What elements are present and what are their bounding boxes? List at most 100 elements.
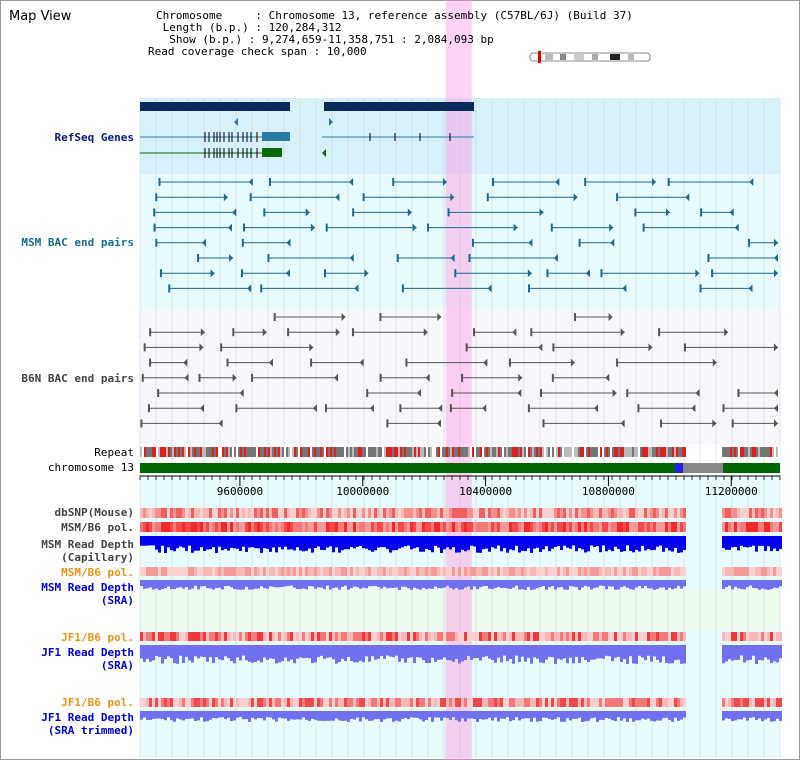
msm-pol-stripe: [299, 522, 302, 532]
msm-bac-end-arrow: [585, 269, 590, 278]
jf1-depth-bar: [170, 645, 173, 659]
msm-pol-stripe: [344, 522, 347, 532]
jf1-trim-depth-bar: [245, 711, 248, 720]
jf1-trim-depth-bar: [443, 711, 446, 718]
repeat-element: [496, 447, 498, 457]
repeat-element: [446, 447, 448, 457]
dbsnp-stripe: [479, 508, 482, 518]
msm-pol-stripe: [434, 522, 437, 532]
jf1-depth-bar: [347, 645, 350, 657]
msm-depth-sra-bar: [767, 580, 770, 590]
jf1-pol-trim-stripe: [773, 698, 776, 707]
dbsnp-stripe: [743, 508, 746, 518]
msm-depth-cap-bar: [503, 536, 506, 549]
msm-depth-sra-bar: [263, 580, 266, 589]
track-label-msm-depth-cap[interactable]: MSM Read Depth (Capillary): [41, 538, 134, 564]
dbsnp-stripe: [773, 508, 776, 518]
track-label-msm-pol[interactable]: MSM/B6 pol.: [61, 521, 134, 534]
jf1-pol-stripe: [608, 632, 611, 641]
jf1-pol-trim-stripe: [395, 698, 398, 707]
repeat-element: [164, 447, 166, 457]
b6n-bac-end-arrow: [437, 313, 442, 321]
track-label-jf1-depth[interactable]: JF1 Read Depth (SRA): [41, 646, 134, 672]
jf1-depth-bar: [251, 645, 254, 663]
msm-pol-sra-stripe: [740, 567, 743, 576]
msm-pol-stripe: [671, 522, 674, 532]
msm-pol-sra-stripe: [551, 567, 554, 576]
b6n-bac-end: [616, 358, 619, 367]
track-label-chromosome[interactable]: chromosome 13: [47, 461, 134, 474]
msm-pol-sra-stripe: [635, 567, 638, 576]
jf1-trim-depth-bar: [575, 711, 578, 719]
repeat-element: [544, 447, 546, 457]
strand-arrow: [234, 118, 238, 126]
msm-depth-cap-bar: [725, 536, 728, 550]
track-label-msm-pol-sra[interactable]: MSM/B6 pol.: [61, 566, 134, 579]
msm-pol-sra-stripe: [665, 567, 668, 576]
msm-bac-end-arrow: [729, 208, 734, 217]
track-label-dbsnp[interactable]: dbSNP(Mouse): [54, 506, 134, 519]
jf1-pol-trim-stripe: [683, 698, 686, 707]
jf1-trim-depth-bar: [404, 711, 407, 719]
b6n-bac-end-arrow: [438, 404, 443, 413]
jf1-depth-bar: [419, 645, 422, 658]
track-label-jf1-pol[interactable]: JF1/B6 pol.: [61, 631, 134, 644]
dbsnp-stripe: [725, 508, 728, 518]
dbsnp-stripe: [578, 508, 581, 518]
b6n-bac-end-arrow: [425, 373, 430, 382]
jf1-depth-bar: [299, 645, 302, 658]
msm-depth-sra-bar: [182, 580, 185, 589]
msm-depth-cap-bar: [659, 536, 662, 546]
msm-pol-sra-stripe: [680, 567, 683, 576]
jf1-pol-trim-stripe: [320, 698, 323, 707]
dbsnp-stripe: [608, 508, 611, 518]
jf1-depth-bar: [380, 645, 383, 656]
jf1-pol-stripe: [653, 632, 656, 641]
jf1-depth-bar: [443, 645, 446, 658]
jf1-trim-depth-bar: [431, 711, 434, 722]
jf1-trim-depth-bar: [659, 711, 662, 721]
msm-pol-sra-stripe: [218, 567, 221, 576]
jf1-depth-bar: [179, 645, 182, 656]
jf1-pol-stripe: [287, 632, 290, 641]
msm-depth-sra-bar: [611, 580, 614, 587]
jf1-pol-trim-stripe: [224, 698, 227, 707]
msm-depth-cap-bar: [650, 536, 653, 551]
msm-depth-cap-bar: [491, 536, 494, 548]
dbsnp-stripe: [428, 508, 431, 518]
jf1-trim-depth-bar: [332, 711, 335, 721]
track-label-jf1-trim[interactable]: JF1 Read Depth (SRA trimmed): [41, 711, 134, 737]
msm-pol-sra-stripe: [464, 567, 467, 576]
track-label-refseq[interactable]: RefSeq Genes: [54, 131, 134, 144]
repeat-element: [194, 447, 196, 457]
msm-pol-sra-stripe: [224, 567, 227, 576]
repeat-element: [624, 447, 626, 457]
repeat-element: [168, 447, 170, 457]
msm-depth-cap-bar: [290, 536, 293, 550]
track-label-b6n-bac[interactable]: B6N BAC end pairs: [21, 372, 134, 385]
repeat-element: [280, 447, 282, 457]
repeat-element: [448, 447, 450, 457]
chromosome-label: Chromosome: [156, 9, 223, 22]
track-label-msm-bac[interactable]: MSM BAC end pairs: [21, 236, 134, 249]
repeat-element: [652, 447, 654, 457]
msm-depth-cap-bar: [221, 536, 224, 551]
msm-depth-sra-bar: [683, 580, 686, 587]
repeat-element: [486, 447, 488, 457]
track-label-jf1-pol-trim[interactable]: JF1/B6 pol.: [61, 696, 134, 709]
msm-depth-sra-bar: [311, 580, 314, 587]
dbsnp-stripe: [176, 508, 179, 518]
jf1-pol-trim-stripe: [626, 698, 629, 707]
b6n-bac-end: [351, 328, 354, 337]
jf1-depth-bar: [530, 645, 533, 664]
repeat-element: [248, 447, 250, 457]
jf1-depth-bar: [641, 645, 644, 658]
msm-depth-sra-bar: [230, 580, 233, 588]
repeat-element: [516, 447, 518, 457]
msm-pol-stripe: [335, 522, 338, 532]
track-label-msm-depth-sra[interactable]: MSM Read Depth (SRA): [41, 581, 134, 607]
repeat-element: [288, 447, 290, 457]
track-label-repeat[interactable]: Repeat: [94, 446, 134, 459]
dbsnp-stripe: [164, 508, 167, 518]
